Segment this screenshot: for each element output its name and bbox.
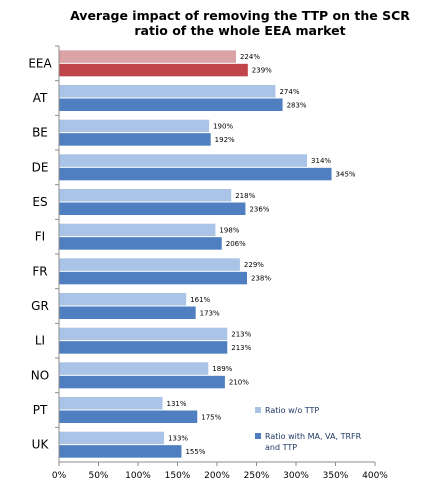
category-label: EEA (28, 56, 52, 70)
data-label: 218% (235, 192, 255, 200)
data-label: 345% (336, 171, 356, 179)
data-label: 189% (212, 365, 232, 373)
data-label: 238% (251, 275, 271, 283)
legend-label-with-ttp-line-1: Ratio with MA, VA, TRFR (265, 432, 362, 441)
data-label: 239% (252, 67, 272, 75)
data-label: 131% (166, 400, 186, 408)
bar-ratio-without-ttp (59, 189, 232, 202)
bar-ratio-with-ttp (59, 167, 332, 181)
data-label: 190% (213, 122, 233, 130)
bar-ratio-with-ttp (59, 63, 248, 77)
bar-ratio-without-ttp (59, 431, 165, 445)
chart-title: Average impact of removing the TTP on th… (40, 8, 438, 38)
data-label: 213% (231, 344, 251, 352)
bar-ratio-without-ttp (59, 154, 308, 167)
data-label: 314% (311, 157, 331, 165)
category-label: PT (33, 403, 48, 417)
bar-ratio-with-ttp (59, 271, 248, 285)
data-label: 133% (168, 434, 188, 442)
x-tick-label: 350% (323, 471, 349, 481)
category-label: UK (32, 438, 50, 452)
legend-label-with-ttp-line-2: and TTP (265, 443, 297, 452)
bar-ratio-with-ttp (59, 410, 198, 423)
bar-ratio-without-ttp (59, 258, 240, 271)
x-tick-label: 100% (125, 471, 151, 481)
category-label: FI (35, 230, 45, 244)
bar-ratio-without-ttp (59, 119, 210, 133)
category-label: NO (31, 368, 49, 382)
x-tick-label: 300% (283, 471, 309, 481)
data-label: 198% (219, 226, 239, 234)
bar-ratio-without-ttp (59, 362, 209, 375)
legend-swatch-without-ttp (255, 407, 261, 413)
data-label: 236% (249, 205, 269, 213)
data-label: 175% (201, 413, 221, 421)
bar-ratio-without-ttp (59, 223, 216, 237)
x-tick-label: 150% (165, 471, 191, 481)
bar-ratio-without-ttp (59, 327, 228, 341)
category-label: ES (32, 195, 47, 209)
data-label: 224% (240, 53, 260, 61)
bar-ratio-without-ttp (59, 397, 163, 410)
bar-ratio-with-ttp (59, 341, 228, 354)
data-label: 173% (200, 309, 220, 317)
data-label: 283% (287, 101, 307, 109)
x-tick-label: 250% (244, 471, 270, 481)
bar-ratio-with-ttp (59, 98, 283, 111)
bar-ratio-with-ttp (59, 306, 196, 319)
bar-ratio-without-ttp (59, 293, 187, 306)
category-label: GR (31, 299, 49, 313)
bar-ratio-with-ttp (59, 133, 211, 146)
bar-ratio-with-ttp (59, 445, 182, 458)
data-label: 155% (185, 448, 205, 456)
data-label: 192% (215, 136, 235, 144)
x-tick-label: 400% (362, 471, 388, 481)
x-tick-label: 0% (52, 471, 67, 481)
bar-ratio-with-ttp (59, 202, 246, 215)
category-label: AT (33, 91, 48, 105)
data-label: 210% (229, 379, 249, 387)
chart-title-line-1: Average impact of removing the TTP on th… (70, 8, 410, 23)
category-label: FR (32, 264, 47, 278)
data-label: 213% (231, 330, 251, 338)
data-label: 274% (279, 88, 299, 96)
bar-ratio-with-ttp (59, 237, 222, 250)
x-tick-label: 50% (88, 471, 108, 481)
chart-title-line-2: ratio of the whole EEA market (134, 23, 346, 38)
data-label: 161% (190, 296, 210, 304)
category-label: BE (32, 126, 48, 140)
legend-label-without-ttp: Ratio w/o TTP (265, 406, 319, 415)
data-label: 206% (226, 240, 246, 248)
legend-swatch-with-ttp (255, 433, 261, 439)
category-label: LI (35, 334, 45, 348)
data-label: 229% (244, 261, 264, 269)
category-label: DE (32, 160, 49, 174)
bar-ratio-without-ttp (59, 85, 276, 98)
bar-ratio-without-ttp (59, 50, 236, 63)
bar-ratio-with-ttp (59, 375, 225, 389)
x-tick-label: 200% (204, 471, 230, 481)
